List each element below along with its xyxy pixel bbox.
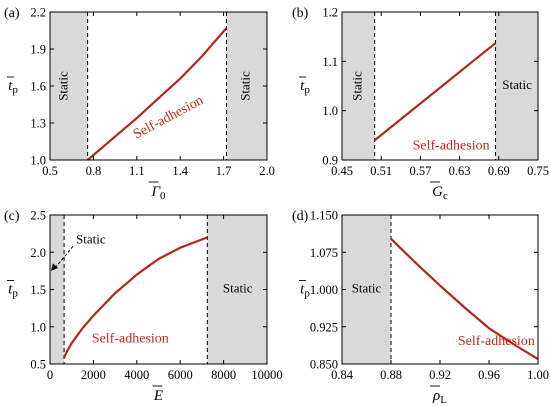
y-tick-label: 1.9 bbox=[30, 43, 46, 57]
x-tick-label: 1.00 bbox=[527, 368, 549, 382]
y-tick-label: 2.5 bbox=[30, 209, 46, 223]
shaded-region bbox=[226, 12, 267, 160]
data-curve bbox=[63, 236, 208, 359]
panel-label: (b) bbox=[292, 6, 309, 21]
region-label: Static bbox=[349, 71, 364, 101]
y-axis-title: tp bbox=[300, 78, 310, 96]
annotation-arrow bbox=[55, 245, 74, 268]
panel-2: 0.45 0.51 0.57 0.63 0.69 0.75 0.9 1.0 1.1 1.2 Stat… bbox=[292, 6, 549, 203]
y-tick-label: 1.0 bbox=[30, 154, 46, 168]
panel-label: (c) bbox=[4, 209, 20, 224]
region-label: Static bbox=[238, 71, 253, 101]
panel-3: 0 2000 4000 6000 8000 10000 0.5 1.0 1.5 2.0 2.5 Sta… bbox=[4, 209, 283, 405]
y-axis-title: tp bbox=[300, 282, 310, 300]
x-tick-label: 10000 bbox=[251, 368, 282, 382]
curve-label: Self-adhesion bbox=[458, 334, 535, 349]
curve-label: Self-adhesion bbox=[92, 332, 169, 347]
y-axis-title: tp bbox=[8, 78, 18, 96]
x-tick-label: 0.57 bbox=[409, 164, 431, 178]
plot-frame bbox=[341, 11, 539, 161]
shaded-region bbox=[342, 215, 391, 364]
x-axis-title: Gc bbox=[432, 184, 448, 202]
y-tick-label: 1.2 bbox=[322, 6, 338, 20]
y-tick-label: 0.9 bbox=[322, 154, 338, 168]
panel-1: 0.5 0.8 1.1 1.4 1.7 2.0 1.0 1.3 1.6 1.9 2.2 Static S… bbox=[4, 6, 275, 203]
data-curve bbox=[86, 27, 228, 161]
region-label: Static bbox=[502, 77, 532, 92]
y-tick-label: 2.2 bbox=[30, 6, 46, 20]
y-tick-label: 1.000 bbox=[310, 283, 338, 297]
x-tick-label: 0.88 bbox=[380, 368, 402, 382]
x-tick-label: 0.69 bbox=[488, 164, 510, 178]
x-tick-label: 2000 bbox=[81, 368, 106, 382]
x-axis-title: Γ0 bbox=[150, 184, 166, 202]
x-tick-label: 0.84 bbox=[331, 368, 354, 382]
x-axis-title: E bbox=[153, 388, 163, 404]
x-tick-label: 0.45 bbox=[331, 164, 353, 178]
y-tick-label: 0.850 bbox=[310, 358, 338, 372]
annotation-arrowhead bbox=[50, 263, 59, 271]
x-tick-label: 0.63 bbox=[449, 164, 471, 178]
x-tick-label: 0.92 bbox=[429, 368, 451, 382]
x-tick-label: 0 bbox=[47, 368, 53, 382]
x-tick-label: 2.0 bbox=[259, 164, 275, 178]
region-label: Static bbox=[55, 71, 70, 101]
shaded-region bbox=[50, 12, 88, 160]
panel-label: (a) bbox=[4, 6, 20, 21]
x-tick-label: 0.5 bbox=[42, 164, 58, 178]
y-tick-label: 2.0 bbox=[30, 246, 46, 260]
region-label: Static bbox=[352, 280, 382, 295]
data-curve bbox=[373, 42, 497, 142]
curve-label: Self-adhesion bbox=[413, 138, 490, 153]
x-tick-label: 0.51 bbox=[370, 164, 392, 178]
curve-label: Self-adhesion bbox=[131, 93, 206, 142]
x-tick-label: 4000 bbox=[124, 368, 149, 382]
x-tick-label: 6000 bbox=[168, 368, 193, 382]
x-tick-label: 1.1 bbox=[129, 164, 145, 178]
annotation-label: Static bbox=[76, 231, 106, 246]
panel-label: (d) bbox=[292, 209, 309, 224]
shaded-region bbox=[207, 215, 267, 364]
x-axis-title: ρL bbox=[432, 388, 447, 406]
shaded-region bbox=[495, 12, 538, 160]
panel-4: 0.84 0.88 0.92 0.96 1.00 0.850 0.925 1.000 1.075… bbox=[292, 209, 549, 406]
x-tick-label: 8000 bbox=[211, 368, 236, 382]
y-tick-label: 1.1 bbox=[322, 55, 338, 69]
y-tick-label: 1.075 bbox=[310, 246, 338, 260]
y-tick-label: 0.925 bbox=[310, 320, 338, 334]
y-tick-label: 1.0 bbox=[30, 320, 46, 334]
data-curve bbox=[390, 238, 539, 360]
x-tick-label: 0.96 bbox=[478, 368, 500, 382]
x-tick-label: 1.4 bbox=[172, 164, 188, 178]
region-label: Static bbox=[223, 280, 253, 295]
y-tick-label: 0.5 bbox=[30, 358, 46, 372]
y-tick-label: 1.0 bbox=[322, 104, 338, 118]
y-axis-title: tp bbox=[8, 282, 18, 300]
y-tick-label: 1.3 bbox=[30, 117, 46, 131]
x-tick-label: 1.7 bbox=[216, 164, 232, 178]
shaded-region bbox=[342, 12, 375, 160]
x-tick-label: 0.8 bbox=[86, 164, 102, 178]
y-tick-label: 1.6 bbox=[30, 80, 46, 94]
x-tick-label: 0.75 bbox=[527, 164, 549, 178]
y-tick-label: 1.150 bbox=[310, 209, 338, 223]
y-tick-label: 1.5 bbox=[30, 283, 46, 297]
